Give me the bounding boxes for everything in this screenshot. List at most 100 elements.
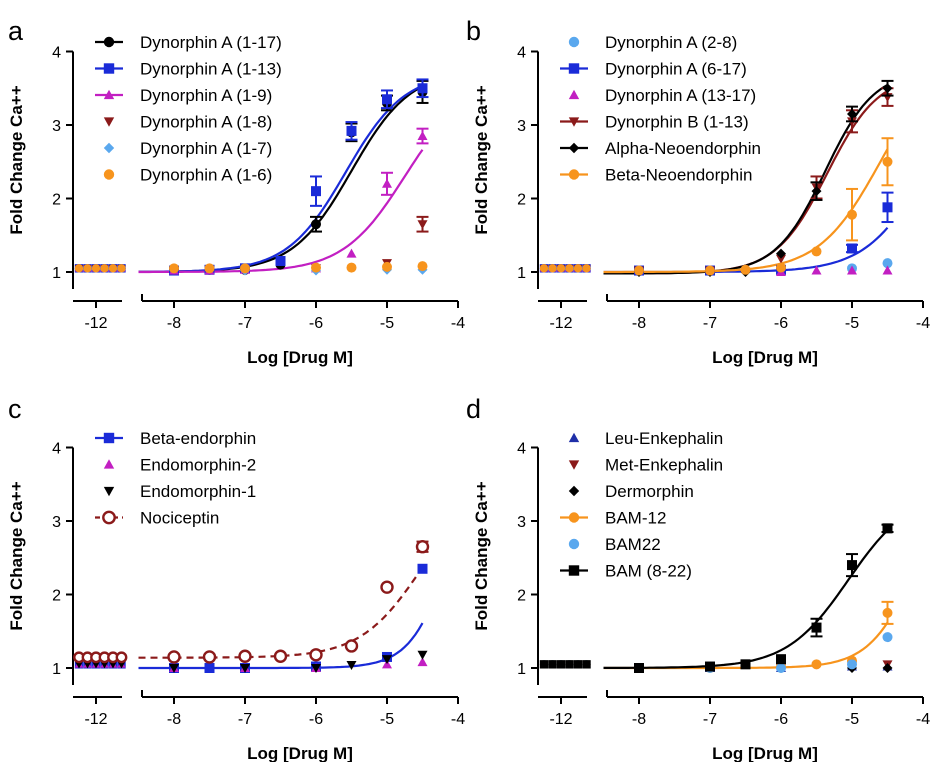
data-point [556, 264, 566, 273]
data-point [776, 262, 786, 273]
x-tick-label: -6 [774, 315, 788, 332]
data-point [103, 486, 115, 497]
data-point [568, 460, 580, 470]
panel-c: c 1 2 3 4 Fold Change Ca++ -12 -8 -7 -6 -5 -4 Log [D… [7, 394, 465, 762]
data-point [100, 660, 109, 669]
data-point [568, 117, 580, 127]
data-point [573, 264, 583, 273]
legend-entry: BAM22 [605, 535, 661, 554]
data-point [346, 262, 357, 273]
legend-entry: Beta-endorphin [140, 429, 256, 448]
data-point [811, 265, 822, 275]
legend-entry: Nociceptin [140, 509, 219, 528]
data-point [309, 648, 323, 662]
data-point [568, 89, 580, 100]
data-point [556, 660, 566, 669]
data-point [811, 246, 822, 257]
legend-entry: Alpha-Neoendorphin [605, 139, 761, 158]
data-point [882, 156, 893, 167]
data-point [776, 663, 786, 673]
data-point [103, 63, 115, 74]
data-point [204, 263, 215, 274]
data-point [568, 36, 580, 48]
data-point [382, 178, 392, 188]
y-axis-label: Fold Change Ca++ [7, 85, 26, 234]
legend-entry: Dynorphin A (1-7) [140, 139, 272, 158]
legend-entry: Dynorphin A (6-17) [605, 60, 747, 79]
y-tick-label: 3 [517, 118, 526, 135]
data-point [882, 265, 893, 275]
data-point [169, 263, 179, 274]
panel-letter: c [8, 394, 22, 424]
y-tick-label: 1 [52, 661, 61, 678]
x-tick-label: -12 [84, 711, 107, 728]
y-tick-label: 2 [52, 192, 61, 209]
data-point [811, 659, 822, 670]
legend-entry: Dynorphin A (13-17) [605, 86, 756, 105]
data-point [382, 94, 392, 105]
data-point [103, 142, 115, 154]
y-tick-label: 3 [52, 118, 61, 135]
legend-entry: Dynorphin A (2-8) [605, 33, 737, 52]
y-axis-label: Fold Change Ca++ [472, 481, 491, 630]
x-tick-label: -5 [845, 711, 859, 728]
data-point [115, 651, 128, 664]
data-point [91, 660, 101, 669]
panel-letter: b [466, 16, 481, 46]
data-point [204, 663, 215, 673]
data-point [582, 264, 591, 273]
x-tick-label: -4 [451, 711, 465, 728]
data-point [108, 660, 118, 669]
y-tick-label: 4 [52, 441, 61, 458]
data-point [740, 659, 751, 670]
data-point [548, 264, 557, 273]
panel-letter: a [8, 16, 24, 46]
data-point [847, 265, 857, 275]
data-point [117, 660, 126, 669]
data-point [83, 660, 92, 669]
y-axis-label: Fold Change Ca++ [7, 481, 26, 630]
data-point [346, 125, 357, 136]
data-point [882, 83, 893, 94]
data-point [847, 659, 857, 670]
data-point [311, 262, 321, 273]
fit-curve [138, 566, 424, 659]
x-tick-label: -7 [238, 315, 252, 332]
data-point [740, 264, 751, 275]
legend-entry: Met-Enkephalin [605, 456, 723, 475]
x-tick-label: -7 [703, 711, 717, 728]
panel-d: d 1 2 3 4 Fold Change Ca++ -12 -8 -7 -6 -5 -4 Log [D… [466, 394, 930, 762]
panel-letter: d [466, 394, 481, 424]
x-tick-label: -4 [916, 711, 930, 728]
data-point [103, 459, 115, 469]
data-point [548, 660, 557, 669]
data-point [238, 649, 252, 663]
data-point [417, 657, 428, 667]
data-point [417, 650, 428, 660]
data-point [882, 632, 893, 643]
y-tick-label: 2 [517, 192, 526, 209]
data-point [167, 650, 181, 664]
y-tick-label: 4 [517, 441, 526, 458]
data-point [565, 660, 574, 669]
legend-entry: Leu-Enkephalin [605, 429, 723, 448]
data-point [169, 664, 179, 673]
data-point [415, 540, 430, 554]
data-point [705, 265, 715, 276]
data-point [311, 664, 321, 673]
data-point [83, 264, 92, 273]
data-point [705, 661, 715, 672]
data-point [634, 265, 644, 276]
data-point [776, 248, 786, 259]
panel-b: b 1 2 3 4 Fold Change Ca++ -12 -8 -7 -6 -5 -4 Log [D… [466, 16, 930, 367]
data-point [582, 660, 591, 669]
data-point [417, 83, 428, 94]
y-tick-label: 1 [517, 265, 526, 282]
y-tick-label: 2 [52, 588, 61, 605]
x-tick-label: -6 [774, 711, 788, 728]
x-tick-label: -7 [703, 315, 717, 332]
data-point [539, 660, 549, 669]
data-point [240, 664, 250, 673]
data-point [74, 264, 84, 273]
x-tick-label: -12 [549, 711, 572, 728]
